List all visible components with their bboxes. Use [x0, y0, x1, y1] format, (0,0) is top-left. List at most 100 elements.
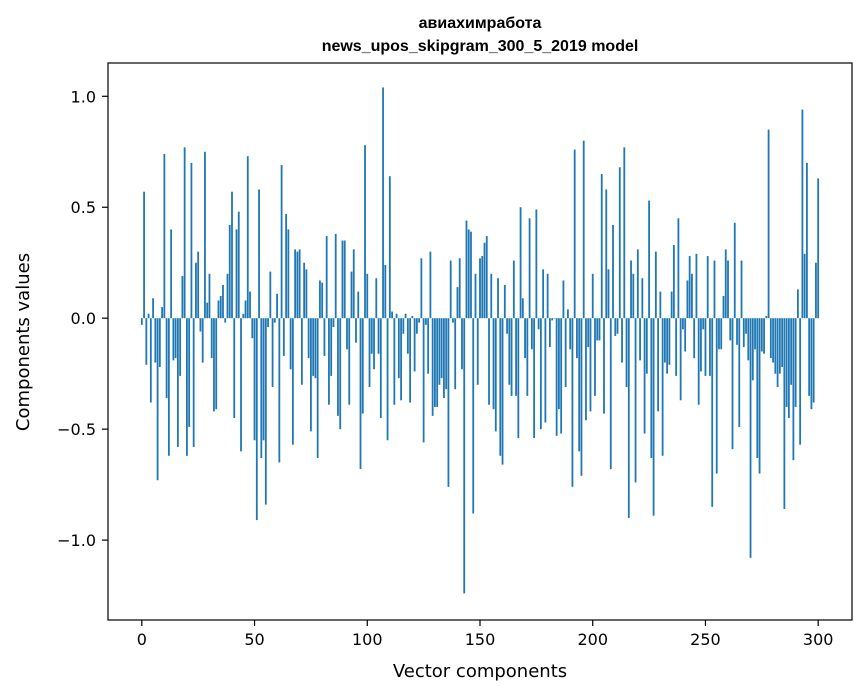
- bar: [215, 318, 218, 410]
- bar: [260, 318, 263, 458]
- bar: [262, 318, 265, 441]
- bar: [330, 318, 333, 376]
- bar: [319, 280, 321, 319]
- bar: [264, 318, 267, 505]
- bar: [467, 229, 470, 319]
- bar: [580, 318, 583, 476]
- bar: [508, 318, 511, 385]
- bar: [436, 318, 439, 407]
- bar: [553, 318, 556, 319]
- bar: [368, 318, 371, 387]
- bar: [310, 318, 312, 432]
- bar: [404, 313, 407, 319]
- x-tick-label: 50: [244, 630, 264, 649]
- x-tick-label: 0: [137, 630, 147, 649]
- bar: [384, 264, 387, 319]
- bar: [512, 260, 515, 319]
- bar: [400, 318, 402, 401]
- bar: [598, 318, 601, 341]
- bar: [253, 318, 256, 441]
- x-tick-label: 100: [352, 630, 383, 649]
- bar: [208, 273, 211, 319]
- bar: [722, 296, 725, 319]
- bar: [503, 284, 506, 319]
- bar: [481, 256, 484, 319]
- bar: [526, 318, 529, 396]
- bar: [767, 129, 770, 319]
- bar: [154, 318, 157, 363]
- bar: [544, 318, 547, 423]
- bar: [783, 318, 786, 510]
- bar: [307, 318, 310, 359]
- bar: [379, 318, 382, 419]
- bar: [605, 189, 608, 319]
- bar: [778, 318, 781, 374]
- bar: [479, 258, 481, 319]
- bar: [645, 318, 648, 374]
- bar: [447, 318, 450, 487]
- bar: [382, 87, 384, 319]
- bar: [249, 291, 251, 319]
- bar: [794, 318, 797, 407]
- bar: [539, 318, 542, 430]
- bar: [704, 318, 707, 376]
- bar: [684, 318, 687, 352]
- bar: [176, 318, 179, 447]
- bar: [693, 318, 696, 359]
- bar: [774, 318, 777, 374]
- bar: [427, 318, 430, 374]
- bar: [456, 287, 459, 319]
- x-tick-label: 250: [690, 630, 721, 649]
- x-axis-ticks: 0 50 100 150 200 250 300: [137, 620, 833, 649]
- bar: [765, 315, 768, 319]
- bar: [355, 318, 357, 343]
- y-tick-label: −0.5: [57, 420, 96, 439]
- bar: [458, 258, 461, 319]
- bar: [548, 318, 551, 348]
- bar: [165, 318, 168, 399]
- bar: [528, 218, 531, 319]
- bar: [627, 318, 630, 518]
- bar: [747, 318, 750, 361]
- bar: [388, 176, 391, 319]
- bar: [736, 318, 738, 345]
- bar: [803, 253, 806, 319]
- bar: [551, 318, 554, 321]
- bar: [332, 318, 335, 328]
- bar: [474, 273, 477, 319]
- bar: [668, 318, 671, 365]
- bar: [589, 318, 592, 412]
- bar: [754, 318, 756, 350]
- bar: [609, 318, 612, 470]
- bar: [305, 269, 308, 319]
- bar: [201, 318, 204, 363]
- bar: [300, 318, 303, 385]
- bar: [488, 318, 490, 405]
- bar: [756, 318, 759, 458]
- bar: [483, 242, 486, 319]
- chart-title: авиахимработа: [419, 15, 542, 32]
- bar: [402, 318, 405, 334]
- bar: [506, 318, 508, 334]
- bar: [192, 318, 195, 447]
- bar: [373, 318, 375, 370]
- bar: [607, 269, 610, 319]
- bar: [790, 318, 793, 385]
- bar: [501, 318, 504, 465]
- bar: [366, 273, 369, 319]
- bar: [296, 251, 299, 319]
- bar: [763, 318, 765, 354]
- bar: [537, 318, 540, 330]
- bar: [573, 149, 576, 319]
- bar: [445, 318, 448, 390]
- bar: [677, 218, 680, 319]
- bar: [359, 318, 362, 470]
- bar: [391, 311, 393, 319]
- y-tick-label: 0.0: [71, 309, 96, 328]
- bar: [386, 318, 389, 441]
- bar: [650, 318, 653, 458]
- bar: [170, 229, 173, 319]
- bar: [801, 109, 804, 319]
- y-tick-label: −1.0: [57, 531, 96, 550]
